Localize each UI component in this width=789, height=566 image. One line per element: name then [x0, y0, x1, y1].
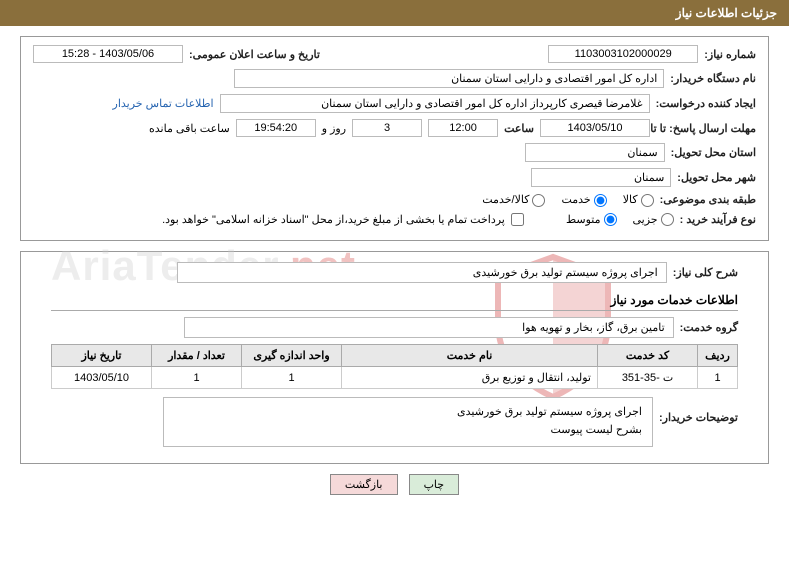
subject-class-label: طبقه بندی موضوعی: [660, 193, 756, 206]
details-box: شماره نیاز: 1103003102000029 تاریخ و ساع… [20, 36, 769, 241]
th-code: کد خدمت [598, 345, 698, 367]
requester-value: غلامرضا قیصری کارپرداز اداره کل امور اقت… [220, 94, 650, 113]
deadline-time-value: 12:00 [428, 119, 498, 137]
announce-date-label: تاریخ و ساعت اعلان عمومی: [189, 48, 320, 61]
treasury-checkbox-label[interactable]: پرداخت تمام یا بخشی از مبلغ خرید،از محل … [162, 213, 524, 227]
buyer-notes-label: توضیحات خریدار: [659, 397, 738, 424]
delivery-city-label: شهر محل تحویل: [677, 171, 756, 184]
print-button[interactable]: چاپ [409, 474, 460, 495]
table-row: 1 ت -35-351 تولید، انتقال و توزیع برق 1 … [52, 367, 738, 389]
purchase-type-label: نوع فرآیند خرید : [680, 213, 756, 226]
deadline-date-value: 1403/05/10 [540, 119, 650, 137]
td-code: ت -35-351 [598, 367, 698, 389]
delivery-province-value: سمنان [525, 143, 665, 162]
deadline-label: مهلت ارسال پاسخ: تا تاریخ: [656, 122, 756, 135]
th-qty: تعداد / مقدار [152, 345, 242, 367]
td-date: 1403/05/10 [52, 367, 152, 389]
td-unit: 1 [242, 367, 342, 389]
announce-date-value: 1403/05/06 - 15:28 [33, 45, 183, 63]
radio-kalakhadmat[interactable] [532, 194, 545, 207]
need-desc-value: اجرای پروژه سیستم تولید برق خورشیدی [177, 262, 667, 283]
radio-jozi-label[interactable]: جزیی [633, 213, 674, 227]
buyer-notes-value: اجرای پروژه سیستم تولید برق خورشیدی بشرح… [163, 397, 653, 447]
radio-motevaset-label[interactable]: متوسط [566, 213, 617, 227]
radio-khadmat-label[interactable]: خدمت [561, 193, 606, 207]
radio-khadmat[interactable] [594, 194, 607, 207]
remaining-suffix-text: ساعت باقی مانده [149, 122, 230, 135]
button-bar: چاپ بازگشت [0, 474, 789, 495]
buyer-contact-link[interactable]: اطلاعات تماس خریدار [113, 97, 214, 110]
radio-motevaset[interactable] [604, 213, 617, 226]
need-number-value: 1103003102000029 [548, 45, 698, 63]
remaining-time-value: 19:54:20 [236, 119, 316, 137]
buyer-org-value: اداره کل امور اقتصادی و دارایی استان سمن… [234, 69, 664, 88]
services-box: AriaTender.net شرح کلی نیاز: اجرای پروژه… [20, 251, 769, 464]
delivery-province-label: استان محل تحویل: [671, 146, 756, 159]
buyer-notes-line1: اجرای پروژه سیستم تولید برق خورشیدی [174, 404, 642, 422]
th-unit: واحد اندازه گیری [242, 345, 342, 367]
radio-kala[interactable] [641, 194, 654, 207]
buyer-org-label: نام دستگاه خریدار: [670, 72, 756, 85]
requester-label: ایجاد کننده درخواست: [656, 97, 756, 110]
delivery-city-value: سمنان [531, 168, 671, 187]
td-qty: 1 [152, 367, 242, 389]
remaining-days-value: 3 [352, 119, 422, 137]
services-table: ردیف کد خدمت نام خدمت واحد اندازه گیری ت… [51, 344, 738, 389]
radio-kalakhadmat-label[interactable]: کالا/خدمت [482, 193, 545, 207]
header-title: جزئیات اطلاعات نیاز [676, 6, 777, 20]
service-group-value: تامین برق، گاز، بخار و تهویه هوا [184, 317, 674, 338]
th-date: تاریخ نیاز [52, 345, 152, 367]
buyer-notes-line2: بشرح لیست پیوست [174, 422, 642, 440]
radio-jozi[interactable] [661, 213, 674, 226]
td-idx: 1 [698, 367, 738, 389]
radio-kala-label[interactable]: کالا [623, 193, 654, 207]
deadline-time-label: ساعت [504, 122, 534, 135]
page-header: جزئیات اطلاعات نیاز [0, 0, 789, 26]
need-desc-label: شرح کلی نیاز: [673, 266, 738, 279]
services-subtitle: اطلاعات خدمات مورد نیاز [51, 293, 738, 311]
td-name: تولید، انتقال و توزیع برق [342, 367, 598, 389]
need-number-label: شماره نیاز: [704, 48, 756, 61]
th-name: نام خدمت [342, 345, 598, 367]
th-row: ردیف [698, 345, 738, 367]
service-group-label: گروه خدمت: [680, 321, 738, 334]
remaining-mid-text: روز و [322, 122, 346, 135]
back-button[interactable]: بازگشت [330, 474, 398, 495]
table-header-row: ردیف کد خدمت نام خدمت واحد اندازه گیری ت… [52, 345, 738, 367]
treasury-checkbox[interactable] [511, 213, 524, 226]
